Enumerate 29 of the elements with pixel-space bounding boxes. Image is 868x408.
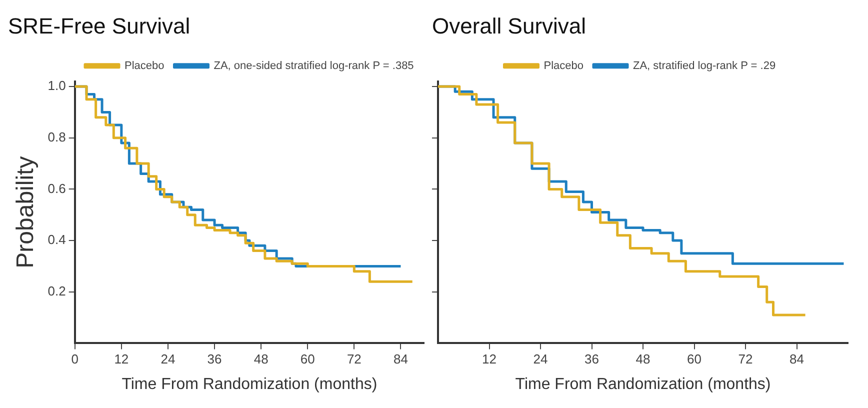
x-tick-label: 72 — [738, 352, 753, 367]
x-tick-label: 0 — [71, 352, 78, 367]
x-tick-label: 12 — [482, 352, 496, 367]
x-tick-label: 12 — [114, 352, 129, 367]
legend-label: Placebo — [544, 60, 584, 72]
x-tick-label: 48 — [636, 352, 650, 367]
x-tick-label: 84 — [790, 352, 804, 367]
y-tick-label: 0.4 — [48, 232, 66, 248]
x-tick-label: 84 — [393, 352, 408, 367]
legend-label: Placebo — [124, 60, 164, 72]
x-tick-label: 60 — [687, 352, 702, 367]
legend-label: ZA, stratified log-rank P = .29 — [632, 60, 776, 72]
y-axis-title: Probability — [12, 156, 40, 268]
y-tick-label: 0.6 — [48, 180, 66, 196]
x-tick-label: 24 — [533, 352, 548, 367]
y-tick-label: 0.8 — [48, 129, 66, 144]
x-tick-label: 72 — [346, 352, 362, 367]
x-axis-title: Time From Randomization (months) — [122, 376, 378, 393]
chart-title: SRE-Free Survival — [8, 13, 190, 38]
y-tick-label: 0.2 — [48, 283, 66, 298]
y-tick-label: 1.0 — [48, 78, 66, 94]
x-axis-title: Time From Randomization (months) — [515, 376, 771, 393]
x-tick-label: 24 — [160, 352, 176, 367]
legend-label: ZA, one-sided stratified log-rank P = .385 — [214, 60, 414, 72]
chart-title: Overall Survival — [432, 13, 586, 38]
x-tick-label: 36 — [584, 352, 599, 367]
x-tick-label: 60 — [300, 352, 315, 367]
x-tick-label: 48 — [254, 352, 268, 367]
x-tick-label: 36 — [207, 352, 222, 367]
